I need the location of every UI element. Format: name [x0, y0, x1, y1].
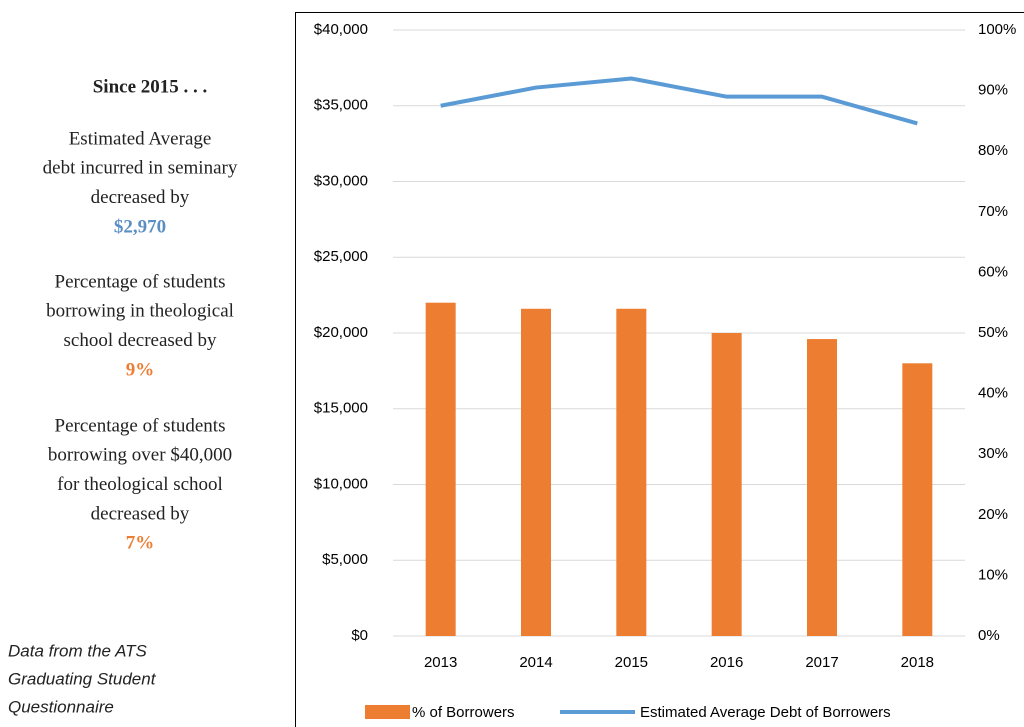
x-tick-label: 2014 [519, 654, 552, 671]
sidebar-text: for theological school [57, 474, 223, 495]
sidebar-heading: Since 2015 . . . [93, 76, 208, 97]
x-tick-label: 2016 [710, 654, 743, 671]
y2-tick-label: 0% [978, 627, 1000, 644]
x-tick-label: 2018 [901, 654, 934, 671]
bar [616, 308, 647, 636]
y2-tick-label: 30% [978, 445, 1008, 462]
sidebar-value: 9% [126, 359, 155, 380]
sidebar-text: decreased by [91, 503, 190, 524]
y-tick-label: $30,000 [314, 172, 368, 189]
y2-tick-label: 10% [978, 566, 1008, 583]
x-tick-label: 2015 [615, 654, 648, 671]
y-tick-label: $25,000 [314, 248, 368, 265]
legend-label: Estimated Average Debt of Borrowers [640, 704, 891, 721]
x-tick-label: 2017 [805, 654, 838, 671]
source-note: Data from the ATS [8, 641, 148, 660]
y2-tick-label: 60% [978, 263, 1008, 280]
y2-tick-label: 50% [978, 324, 1008, 341]
y-tick-label: $20,000 [314, 324, 368, 341]
y-tick-label: $0 [351, 627, 368, 644]
y-tick-label: $40,000 [314, 21, 368, 38]
y2-tick-label: 20% [978, 506, 1008, 523]
chart-frame [295, 12, 1024, 727]
y-tick-label: $5,000 [322, 551, 368, 568]
sidebar-text: decreased by [91, 187, 190, 208]
bar [521, 308, 551, 636]
y2-tick-label: 70% [978, 203, 1008, 220]
bar [807, 339, 837, 636]
y2-tick-label: 90% [978, 82, 1008, 99]
sidebar-value: 7% [126, 533, 155, 554]
source-note: Graduating Student [8, 669, 157, 688]
y2-tick-label: 80% [978, 142, 1008, 159]
x-tick-label: 2013 [424, 654, 457, 671]
y-tick-label: $10,000 [314, 475, 368, 492]
y-tick-label: $15,000 [314, 400, 368, 417]
y2-tick-label: 100% [978, 21, 1016, 38]
sidebar-text: Estimated Average [69, 128, 212, 149]
legend-label: % of Borrowers [412, 704, 515, 721]
sidebar-text: borrowing in theological [46, 301, 234, 322]
legend-swatch [365, 705, 410, 719]
sidebar-text: borrowing over $40,000 [48, 445, 232, 466]
y2-tick-label: 40% [978, 385, 1008, 402]
sidebar-text: debt incurred in seminary [43, 158, 238, 179]
line-series [440, 76, 918, 126]
bar [711, 333, 742, 636]
sidebar-text: school decreased by [64, 330, 217, 351]
bar [425, 302, 456, 636]
source-note: Questionnaire [8, 697, 114, 716]
y-tick-label: $35,000 [314, 97, 368, 114]
bar [902, 363, 933, 636]
sidebar-value: $2,970 [114, 216, 166, 237]
sidebar-text: Percentage of students [55, 271, 226, 292]
sidebar-text: Percentage of students [55, 415, 226, 436]
